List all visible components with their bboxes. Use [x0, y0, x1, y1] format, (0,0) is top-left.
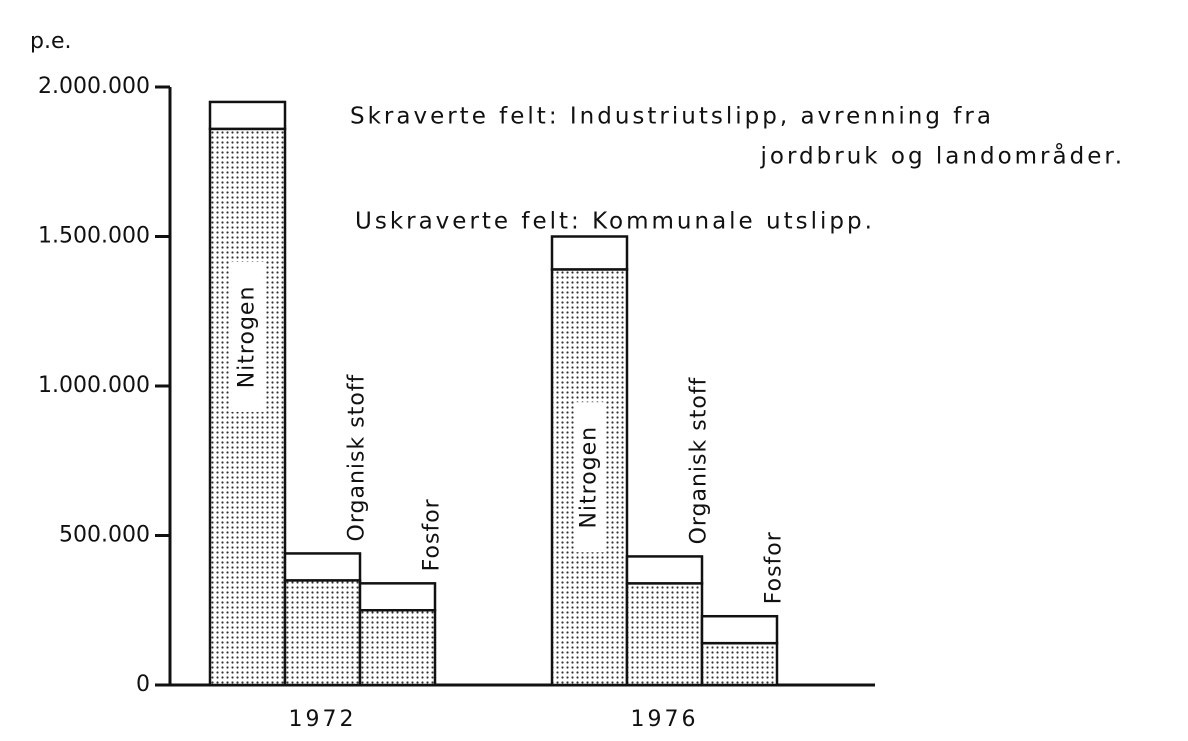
series-label: Nitrogen — [577, 426, 602, 529]
series-label: Fosfor — [762, 531, 787, 604]
bar-shaded — [625, 582, 704, 687]
bar-unshaded — [700, 614, 779, 645]
bar-shaded — [700, 641, 779, 687]
legend-shaded: jordbruk og landområder. — [760, 142, 1125, 170]
label-bg — [231, 261, 264, 412]
bar-unshaded — [625, 555, 704, 585]
bar-shaded — [283, 579, 362, 687]
legend-shaded: Skraverte felt: Industriutslipp, avrenni… — [350, 104, 994, 130]
y-axis-label: p.e. — [30, 29, 72, 54]
x-tick-label: 1972 — [289, 707, 357, 732]
bar-unshaded — [358, 582, 437, 612]
series-label: Organisk stoff — [687, 376, 712, 544]
series-label: Organisk stoff — [345, 373, 370, 541]
series-label: Nitrogen — [235, 286, 260, 389]
bar-shaded — [358, 609, 437, 687]
bar-unshaded — [550, 235, 629, 271]
bar-unshaded — [283, 552, 362, 582]
x-tick-label: 1976 — [631, 707, 699, 732]
y-tick-label: 1.500.000 — [38, 224, 150, 249]
bar-unshaded — [208, 100, 287, 131]
y-tick-label: 2.000.000 — [38, 74, 150, 99]
label-bg — [573, 402, 606, 553]
series-label: Fosfor — [420, 498, 445, 571]
y-tick-label: 1.000.000 — [38, 373, 150, 398]
y-tick-label: 0 — [136, 672, 150, 697]
y-tick-label: 500.000 — [59, 523, 150, 548]
legend-unshaded: Uskraverte felt: Kommunale utslipp. — [355, 209, 875, 235]
